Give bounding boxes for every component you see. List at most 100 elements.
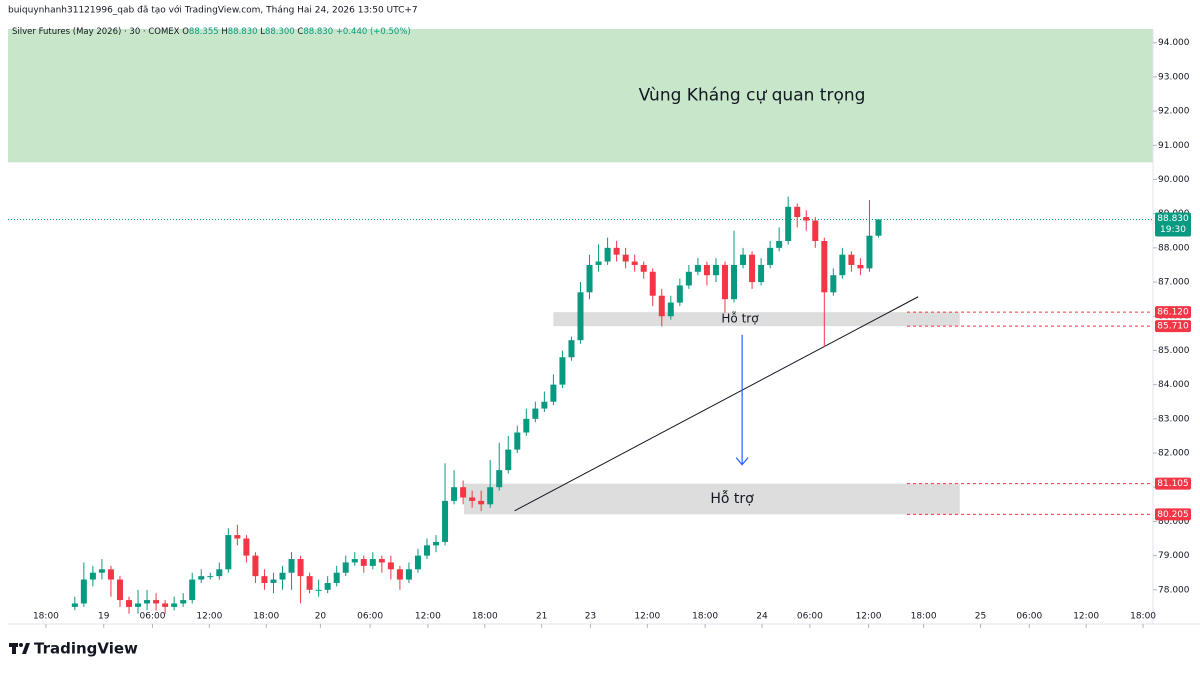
candle-body bbox=[297, 559, 304, 577]
candle-body bbox=[604, 247, 611, 262]
x-tick-label: 12:00 bbox=[856, 612, 882, 622]
legend-h_label: H bbox=[221, 27, 227, 37]
x-tick-label: 18:00 bbox=[1130, 612, 1156, 622]
y-tick-label: 79.000 bbox=[1158, 551, 1190, 561]
price-badge bbox=[1155, 508, 1191, 521]
candle-body bbox=[315, 589, 322, 591]
resistance-label: Vùng Kháng cự quan trọng bbox=[639, 86, 866, 106]
candle-body bbox=[505, 449, 512, 471]
support-label: Hỗ trợ bbox=[721, 312, 759, 326]
legend-o_label: O bbox=[182, 27, 189, 37]
candle-body bbox=[342, 562, 349, 573]
candle-body bbox=[803, 217, 810, 221]
candle-body bbox=[460, 487, 467, 498]
candle-body bbox=[144, 600, 151, 604]
price-badge-label: 85.710 bbox=[1157, 322, 1189, 332]
candle-body bbox=[839, 254, 846, 276]
candle-body bbox=[658, 295, 665, 317]
candle-body bbox=[857, 264, 864, 269]
candle-body bbox=[640, 264, 647, 272]
candle-body bbox=[685, 271, 692, 286]
x-tick-label: 12:00 bbox=[1073, 612, 1099, 622]
candle-body bbox=[568, 340, 575, 358]
candle-body bbox=[198, 576, 205, 580]
candle-body bbox=[414, 555, 421, 570]
candle-body bbox=[866, 235, 873, 269]
candle-body bbox=[676, 285, 683, 303]
x-tick-label: 06:00 bbox=[797, 612, 823, 622]
x-tick-label: 06:00 bbox=[1016, 612, 1042, 622]
candle-body bbox=[405, 569, 412, 580]
candle-body bbox=[288, 559, 295, 573]
candle-body bbox=[270, 579, 277, 583]
x-tick-label: 21 bbox=[536, 612, 547, 622]
footer-brand: TradingView bbox=[34, 640, 138, 658]
candle-body bbox=[622, 254, 629, 262]
candle-body bbox=[586, 264, 593, 293]
candle-body bbox=[351, 559, 358, 563]
x-tick-label: 25 bbox=[975, 612, 986, 622]
candle-body bbox=[487, 487, 494, 505]
legend-c: 88.830 bbox=[303, 27, 333, 37]
x-tick-label: 24 bbox=[756, 612, 768, 622]
candle-body bbox=[116, 579, 123, 601]
candle-body bbox=[731, 264, 738, 300]
y-tick-label: 92.000 bbox=[1158, 107, 1190, 117]
x-tick-label: 23 bbox=[585, 612, 596, 622]
price-badge-label: 80.205 bbox=[1157, 510, 1189, 520]
legend-h: 88.830 bbox=[228, 27, 258, 37]
candle-body bbox=[577, 292, 584, 341]
candle-body bbox=[423, 545, 430, 556]
candle-body bbox=[703, 264, 710, 276]
legend-change: +0.440 (+0.50%) bbox=[336, 27, 411, 37]
x-tick-label: 18:00 bbox=[33, 612, 59, 622]
candle-body bbox=[279, 572, 286, 580]
candle-body bbox=[180, 600, 187, 604]
candle-body bbox=[848, 254, 855, 265]
candle-body bbox=[207, 576, 214, 578]
candle-body bbox=[135, 603, 142, 607]
candle-body bbox=[189, 579, 196, 601]
price-badge-label: 86.120 bbox=[1157, 308, 1189, 318]
y-tick-label: 84.000 bbox=[1158, 380, 1190, 390]
candle-body bbox=[451, 487, 458, 501]
candle-body bbox=[812, 220, 819, 242]
candle-body bbox=[776, 241, 783, 248]
support-zone bbox=[464, 483, 960, 515]
candle-body bbox=[396, 569, 403, 580]
legend: Silver Futures (May 2026) · 30 · COMEX O… bbox=[12, 27, 411, 37]
candle-body bbox=[378, 559, 385, 563]
last-price-label: 88.830 bbox=[1157, 214, 1189, 224]
price-badge bbox=[1155, 306, 1191, 319]
x-tick-label: 18:00 bbox=[692, 612, 718, 622]
x-tick-label: 19 bbox=[98, 612, 110, 622]
candle-body bbox=[162, 603, 169, 607]
support-label: Hỗ trợ bbox=[710, 490, 754, 507]
candle-body bbox=[243, 538, 250, 556]
y-tick-label: 91.000 bbox=[1158, 141, 1190, 151]
candle-body bbox=[126, 600, 133, 607]
candle-body bbox=[758, 264, 765, 283]
candle-body bbox=[550, 384, 557, 402]
price-badge bbox=[1155, 320, 1191, 333]
candle-body bbox=[541, 401, 548, 409]
support-zone bbox=[553, 312, 960, 327]
candle-body bbox=[107, 569, 114, 580]
candle-body bbox=[387, 562, 394, 570]
x-tick-label: 18:00 bbox=[253, 612, 279, 622]
candle-body bbox=[261, 576, 268, 583]
candle-body bbox=[785, 206, 792, 242]
candle-body bbox=[749, 254, 756, 283]
y-tick-label: 90.000 bbox=[1158, 175, 1190, 185]
candle-body bbox=[433, 541, 440, 546]
price-badge-label: 81.105 bbox=[1157, 479, 1189, 489]
candle-body bbox=[171, 603, 178, 607]
candle-body bbox=[469, 497, 476, 501]
y-tick-label: 78.000 bbox=[1158, 585, 1190, 595]
y-tick-label: 93.000 bbox=[1158, 72, 1190, 82]
x-tick-label: 20 bbox=[315, 612, 327, 622]
price-badge bbox=[1155, 477, 1191, 490]
countdown-label: 19:30 bbox=[1160, 225, 1186, 235]
candle-body bbox=[794, 206, 801, 218]
